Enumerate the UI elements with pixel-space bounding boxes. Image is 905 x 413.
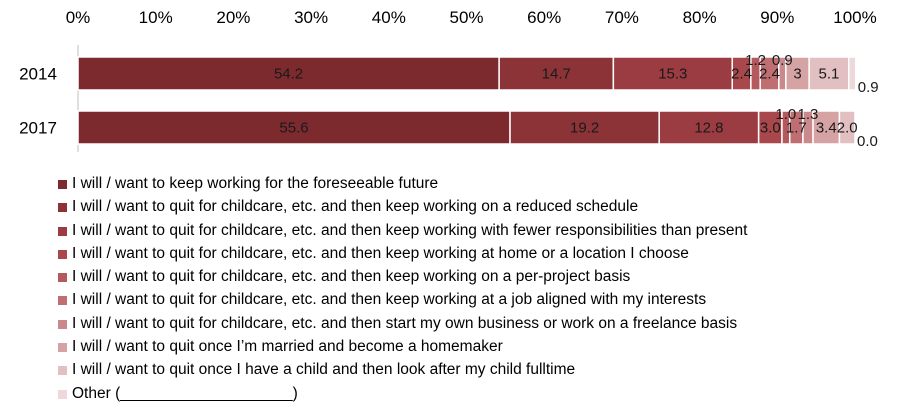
x-tick-label: 90% [760,8,794,27]
legend-item: I will / want to quit once I’m married a… [58,335,898,358]
chart-legend: I will / want to keep working for the fo… [58,172,898,405]
category-label: 2017 [19,119,57,138]
x-tick-label: 60% [527,8,561,27]
legend-item: I will / want to keep working for the fo… [58,172,898,195]
data-label: 5.1 [819,66,840,83]
legend-label: I will / want to quit for childcare, etc… [72,291,707,309]
legend-swatch [58,389,67,399]
bar-segment [658,110,760,145]
legend-item: I will / want to quit once I have a chil… [58,358,898,381]
legend-item: I will / want to quit for childcare, etc… [58,288,898,311]
data-label: 12.8 [694,120,723,137]
legend-item: I will / want to quit for childcare, etc… [58,312,898,335]
legend-label: I will / want to quit for childcare, etc… [72,244,689,262]
x-tick-label: 0% [66,8,91,27]
x-tick-label: 40% [372,8,406,27]
x-tick-label: 100% [833,8,876,27]
legend-swatch [58,319,67,329]
bar-segment [812,110,841,145]
legend-label: Other (____________________) [72,384,298,402]
legend-swatch [58,180,67,189]
data-label: 2.4 [759,66,780,83]
legend-label: I will / want to quit once I have a chil… [72,361,576,379]
bar-segment [77,110,511,145]
data-label: 1.2 [745,52,766,69]
data-label: 54.2 [274,66,303,83]
x-tick-label: 80% [683,8,717,27]
data-label: 1.3 [798,106,819,123]
legend-swatch [58,366,67,376]
data-label: 3.4 [816,120,837,137]
category-label: 2014 [19,65,57,84]
x-tick-label: 30% [294,8,328,27]
legend-label: I will / want to quit for childcare, etc… [72,268,631,286]
bar-segment [509,110,660,145]
legend-item: Other (____________________) [58,382,898,405]
data-label: 0.9 [858,79,879,96]
data-label: 55.6 [279,120,308,137]
legend-item: I will / want to quit for childcare, etc… [58,242,898,265]
data-label: 1.0 [775,106,796,123]
legend-label: I will / want to quit for childcare, etc… [72,221,748,239]
legend-label: I will / want to quit for childcare, etc… [72,198,639,216]
data-label: 14.7 [542,66,571,83]
legend-label: I will / want to keep working for the fo… [72,175,439,192]
x-tick-label: 70% [605,8,639,27]
data-label: 2.4 [731,66,752,83]
legend-swatch [58,203,67,213]
legend-swatch [58,273,67,283]
legend-item: I will / want to quit for childcare, etc… [58,195,898,218]
bar-segment [612,56,733,91]
bar-segment [838,110,856,145]
data-label: 2.0 [837,120,858,137]
x-tick-label: 10% [139,8,173,27]
bar-segment [808,56,850,91]
bar-segment [848,56,857,91]
legend-label: I will / want to quit for childcare, etc… [72,314,738,332]
data-label: 0.9 [772,52,793,69]
legend-item: I will / want to quit for childcare, etc… [58,265,898,288]
legend-item: I will / want to quit for childcare, etc… [58,219,898,242]
legend-swatch [58,226,67,236]
x-tick-label: 50% [449,8,483,27]
legend-swatch [58,343,67,353]
x-tick-label: 20% [216,8,250,27]
legend-swatch [58,296,67,306]
data-label: 0.0 [857,133,878,150]
data-label: 3.0 [760,120,781,137]
data-label: 1.7 [786,120,807,137]
data-label: 19.2 [570,120,599,137]
legend-label: I will / want to quit once I’m married a… [72,338,503,356]
data-label: 3 [793,66,801,83]
data-label: 15.3 [658,66,687,83]
legend-swatch [58,249,67,259]
